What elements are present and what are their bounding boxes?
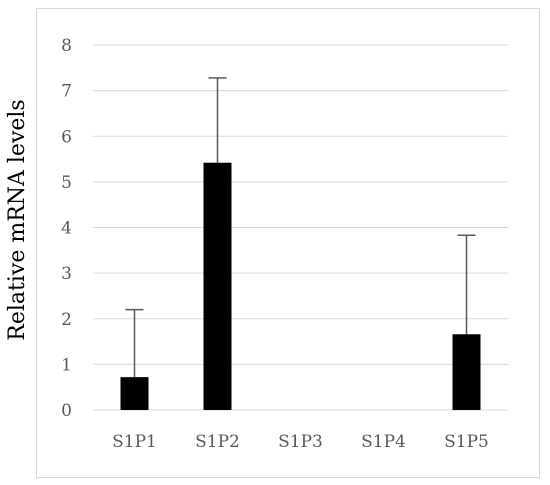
y-tick-label: 6 [61, 127, 72, 147]
x-category-label: S1P1 [112, 432, 157, 452]
y-tick-label: 0 [61, 401, 72, 421]
y-tick-label: 2 [61, 310, 72, 330]
y-tick-label: 4 [61, 219, 72, 239]
x-category-label: S1P5 [444, 432, 489, 452]
bar-s1p5 [452, 334, 481, 410]
x-category-label: S1P4 [361, 432, 406, 452]
gridlines [93, 44, 508, 411]
y-tick-labels: 0 1 2 3 4 5 6 7 8 [61, 36, 72, 421]
y-tick-label: 8 [61, 36, 72, 56]
x-category-label: S1P2 [195, 432, 240, 452]
bar-s1p1 [120, 377, 149, 410]
y-tick-label: 7 [61, 82, 72, 102]
y-tick-label: 5 [61, 173, 72, 193]
x-category-labels: S1P1 S1P2 S1P3 S1P4 S1P5 [112, 432, 489, 452]
bar-s1p2 [203, 162, 232, 410]
y-axis-title: Relative mRNA levels [5, 99, 30, 340]
y-tick-label: 3 [61, 264, 72, 284]
y-tick-label: 1 [61, 355, 72, 375]
bars [120, 162, 481, 410]
error-bars [125, 77, 476, 378]
x-category-label: S1P3 [278, 432, 323, 452]
